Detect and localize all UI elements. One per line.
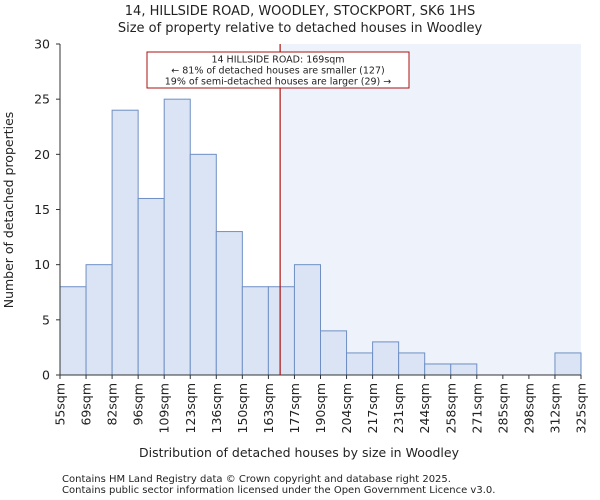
- bar-150sqm: [241, 286, 269, 376]
- annotation-line-1: 14 HILLSIDE ROAD: 169sqm: [211, 55, 344, 66]
- x-tick-label-231sqm: 231sqm: [391, 383, 406, 433]
- bar-312sqm: [554, 352, 582, 376]
- y-tick-label-20: 20: [34, 147, 50, 162]
- x-tick-label-109sqm: 109sqm: [157, 383, 172, 433]
- bar-96sqm: [137, 197, 165, 376]
- bar-82sqm: [111, 109, 139, 376]
- x-tick-label-96sqm: 96sqm: [131, 383, 146, 426]
- x-tick-label-177sqm: 177sqm: [287, 383, 302, 433]
- bar-69sqm: [85, 264, 113, 376]
- y-tick-label-15: 15: [34, 202, 50, 217]
- bar-136sqm: [215, 231, 243, 376]
- x-tick-label-190sqm: 190sqm: [313, 383, 328, 433]
- x-tick-label-82sqm: 82sqm: [105, 383, 120, 426]
- chart-title-line-2: Size of property relative to detached ho…: [118, 21, 483, 36]
- annotation-line-2: ← 81% of detached houses are smaller (12…: [171, 66, 384, 77]
- x-tick-label-298sqm: 298sqm: [521, 383, 536, 433]
- x-tick-label-136sqm: 136sqm: [209, 383, 224, 433]
- y-tick-label-10: 10: [34, 257, 50, 272]
- bar-109sqm: [163, 98, 191, 376]
- chart-title-line-1: 14, HILLSIDE ROAD, WOODLEY, STOCKPORT, S…: [125, 4, 475, 19]
- highlight-region: [281, 44, 581, 375]
- footer-line-2: Contains public sector information licen…: [62, 485, 495, 496]
- bar-177sqm: [293, 264, 322, 376]
- x-axis-label: Distribution of detached houses by size …: [139, 445, 460, 460]
- y-tick-label-0: 0: [42, 368, 50, 383]
- annotation-line-3: 19% of semi-detached houses are larger (…: [165, 77, 392, 88]
- annotation-box: [146, 51, 410, 89]
- x-tick-label-123sqm: 123sqm: [183, 383, 198, 433]
- x-tick-label-55sqm: 55sqm: [53, 383, 68, 426]
- x-tick-label-150sqm: 150sqm: [235, 383, 250, 433]
- y-tick-label-30: 30: [34, 37, 50, 52]
- bar-258sqm: [450, 363, 478, 376]
- bar-55sqm: [59, 286, 87, 376]
- bar-244sqm: [424, 363, 452, 376]
- bar-231sqm: [398, 352, 426, 376]
- x-tick-label-163sqm: 163sqm: [261, 383, 276, 433]
- x-tick-label-244sqm: 244sqm: [417, 383, 432, 433]
- x-tick-label-217sqm: 217sqm: [365, 383, 380, 433]
- x-tick-label-285sqm: 285sqm: [495, 383, 510, 433]
- y-axis-label: Number of detached properties: [1, 112, 16, 309]
- y-tick-label-25: 25: [34, 92, 50, 107]
- y-tick-label-5: 5: [42, 312, 50, 327]
- footer-line-1: Contains HM Land Registry data © Crown c…: [62, 474, 451, 485]
- bar-123sqm: [189, 153, 217, 376]
- x-tick-label-204sqm: 204sqm: [339, 383, 354, 433]
- x-tick-label-312sqm: 312sqm: [547, 383, 562, 433]
- bar-190sqm: [320, 330, 348, 376]
- bar-163sqm: [267, 286, 295, 376]
- x-tick-label-271sqm: 271sqm: [469, 383, 484, 433]
- bar-204sqm: [346, 352, 374, 376]
- x-tick-label-258sqm: 258sqm: [443, 383, 458, 433]
- x-tick-label-325sqm: 325sqm: [574, 383, 589, 433]
- x-tick-label-69sqm: 69sqm: [79, 383, 94, 426]
- bar-217sqm: [372, 341, 400, 376]
- plot-area: 0 5 10 15 20 25 30 55sqm 69sqm 82sqm 96sqm 109sqm 12…: [34, 37, 588, 434]
